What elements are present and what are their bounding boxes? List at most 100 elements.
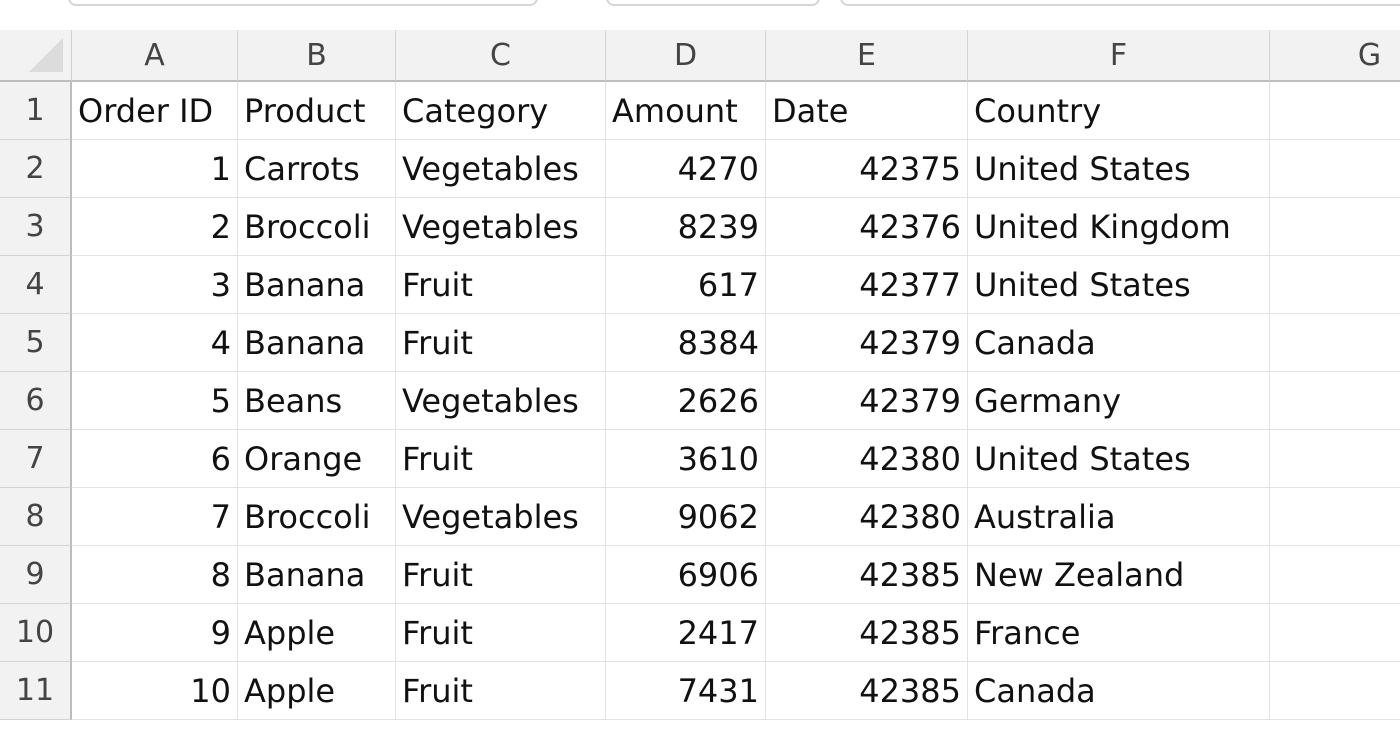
- cell-d6[interactable]: 2626: [606, 372, 766, 430]
- cell-b5[interactable]: Banana: [238, 314, 396, 372]
- cell-e7[interactable]: 42380: [766, 430, 968, 488]
- cell-a6[interactable]: 5: [72, 372, 238, 430]
- row-header-3[interactable]: 3: [0, 198, 72, 256]
- cell-d4[interactable]: 617: [606, 256, 766, 314]
- cell-d1[interactable]: Amount: [606, 82, 766, 140]
- cell-d9[interactable]: 6906: [606, 546, 766, 604]
- cell-b4[interactable]: Banana: [238, 256, 396, 314]
- cell-g11[interactable]: [1270, 662, 1400, 720]
- column-header-b[interactable]: B: [238, 30, 396, 82]
- cell-c4[interactable]: Fruit: [396, 256, 606, 314]
- cell-e8[interactable]: 42380: [766, 488, 968, 546]
- cell-g8[interactable]: [1270, 488, 1400, 546]
- cell-g2[interactable]: [1270, 140, 1400, 198]
- cell-b6[interactable]: Beans: [238, 372, 396, 430]
- column-header-e[interactable]: E: [766, 30, 968, 82]
- cell-e6[interactable]: 42379: [766, 372, 968, 430]
- cell-f10[interactable]: France: [968, 604, 1270, 662]
- cell-f6[interactable]: Germany: [968, 372, 1270, 430]
- row-header-7[interactable]: 7: [0, 430, 72, 488]
- formula-input[interactable]: [840, 0, 1400, 6]
- cell-e9[interactable]: 42385: [766, 546, 968, 604]
- cell-b9[interactable]: Banana: [238, 546, 396, 604]
- cell-e4[interactable]: 42377: [766, 256, 968, 314]
- row-header-8[interactable]: 8: [0, 488, 72, 546]
- cell-c6[interactable]: Vegetables: [396, 372, 606, 430]
- cell-g9[interactable]: [1270, 546, 1400, 604]
- cell-b2[interactable]: Carrots: [238, 140, 396, 198]
- cell-e5[interactable]: 42379: [766, 314, 968, 372]
- cell-e10[interactable]: 42385: [766, 604, 968, 662]
- cell-e1[interactable]: Date: [766, 82, 968, 140]
- cell-a10[interactable]: 9: [72, 604, 238, 662]
- select-all-button[interactable]: [0, 30, 72, 82]
- cell-f7[interactable]: United States: [968, 430, 1270, 488]
- row-header-10[interactable]: 10: [0, 604, 72, 662]
- cell-c1[interactable]: Category: [396, 82, 606, 140]
- row-header-6[interactable]: 6: [0, 372, 72, 430]
- cell-a8[interactable]: 7: [72, 488, 238, 546]
- cell-a4[interactable]: 3: [72, 256, 238, 314]
- cell-d5[interactable]: 8384: [606, 314, 766, 372]
- cell-a1[interactable]: Order ID: [72, 82, 238, 140]
- cell-a9[interactable]: 8: [72, 546, 238, 604]
- cell-e3[interactable]: 42376: [766, 198, 968, 256]
- cell-b11[interactable]: Apple: [238, 662, 396, 720]
- cell-g10[interactable]: [1270, 604, 1400, 662]
- row-header-9[interactable]: 9: [0, 546, 72, 604]
- cell-a11[interactable]: 10: [72, 662, 238, 720]
- cell-e11[interactable]: 42385: [766, 662, 968, 720]
- cell-g5[interactable]: [1270, 314, 1400, 372]
- cell-c2[interactable]: Vegetables: [396, 140, 606, 198]
- cell-c9[interactable]: Fruit: [396, 546, 606, 604]
- cell-g4[interactable]: [1270, 256, 1400, 314]
- cell-e2[interactable]: 42375: [766, 140, 968, 198]
- cell-f4[interactable]: United States: [968, 256, 1270, 314]
- cell-a5[interactable]: 4: [72, 314, 238, 372]
- name-box[interactable]: [68, 0, 538, 6]
- cell-d3[interactable]: 8239: [606, 198, 766, 256]
- cell-c7[interactable]: Fruit: [396, 430, 606, 488]
- cell-g7[interactable]: [1270, 430, 1400, 488]
- column-header-d[interactable]: D: [606, 30, 766, 82]
- column-header-g[interactable]: G: [1270, 30, 1400, 82]
- cell-d7[interactable]: 3610: [606, 430, 766, 488]
- row-header-2[interactable]: 2: [0, 140, 72, 198]
- row-header-11[interactable]: 11: [0, 662, 72, 720]
- cell-d2[interactable]: 4270: [606, 140, 766, 198]
- cell-g6[interactable]: [1270, 372, 1400, 430]
- cell-c8[interactable]: Vegetables: [396, 488, 606, 546]
- cell-f11[interactable]: Canada: [968, 662, 1270, 720]
- cell-b3[interactable]: Broccoli: [238, 198, 396, 256]
- cell-c5[interactable]: Fruit: [396, 314, 606, 372]
- cell-b10[interactable]: Apple: [238, 604, 396, 662]
- row-header-5[interactable]: 5: [0, 314, 72, 372]
- formula-buttons[interactable]: [606, 0, 820, 6]
- cell-b7[interactable]: Orange: [238, 430, 396, 488]
- cell-f2[interactable]: United States: [968, 140, 1270, 198]
- cell-f1[interactable]: Country: [968, 82, 1270, 140]
- column-header-c[interactable]: C: [396, 30, 606, 82]
- column-header-a[interactable]: A: [72, 30, 238, 82]
- cell-a7[interactable]: 6: [72, 430, 238, 488]
- cell-d11[interactable]: 7431: [606, 662, 766, 720]
- cell-b1[interactable]: Product: [238, 82, 396, 140]
- cell-g1[interactable]: [1270, 82, 1400, 140]
- cell-g3[interactable]: [1270, 198, 1400, 256]
- cell-d10[interactable]: 2417: [606, 604, 766, 662]
- column-header-f[interactable]: F: [968, 30, 1270, 82]
- cell-c11[interactable]: Fruit: [396, 662, 606, 720]
- cell-d8[interactable]: 9062: [606, 488, 766, 546]
- cell-f5[interactable]: Canada: [968, 314, 1270, 372]
- cell-f3[interactable]: United Kingdom: [968, 198, 1270, 256]
- row-header-4[interactable]: 4: [0, 256, 72, 314]
- cell-b8[interactable]: Broccoli: [238, 488, 396, 546]
- cell-c10[interactable]: Fruit: [396, 604, 606, 662]
- cell-a2[interactable]: 1: [72, 140, 238, 198]
- cell-f8[interactable]: Australia: [968, 488, 1270, 546]
- cell-a3[interactable]: 2: [72, 198, 238, 256]
- row-header-1[interactable]: 1: [0, 82, 72, 140]
- cell-c3[interactable]: Vegetables: [396, 198, 606, 256]
- cell-f9[interactable]: New Zealand: [968, 546, 1270, 604]
